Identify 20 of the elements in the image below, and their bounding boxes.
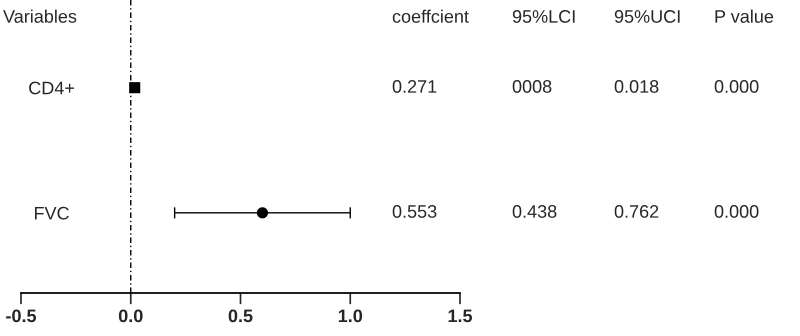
text: P value — [715, 10, 774, 23]
annotation: 0.553 — [392, 205, 436, 218]
x-tick-label: -0.5 — [6, 309, 36, 322]
text: 0.438 — [512, 205, 556, 218]
text: 0.000 — [714, 205, 758, 218]
x-tick-label: 1.0 — [338, 309, 362, 322]
text: 0.762 — [614, 205, 658, 218]
annotation: coeffcient — [392, 10, 469, 23]
x-tick-label: 1.5 — [448, 310, 472, 322]
annotation: 0.271 — [392, 80, 436, 93]
text: 95%UCI — [614, 10, 680, 23]
y-tick-label: FVC — [34, 206, 69, 220]
text: 0.000 — [714, 80, 758, 93]
text: 0.018 — [614, 80, 658, 93]
text: 95%LCI — [512, 10, 575, 23]
x-tick-label: 0.5 — [228, 309, 253, 322]
y-tick-label: CD4+ — [29, 82, 74, 94]
y-axis-title: Variables — [3, 10, 76, 23]
x-tick-label: 0.0 — [118, 309, 143, 322]
text: 0008 — [512, 80, 552, 93]
